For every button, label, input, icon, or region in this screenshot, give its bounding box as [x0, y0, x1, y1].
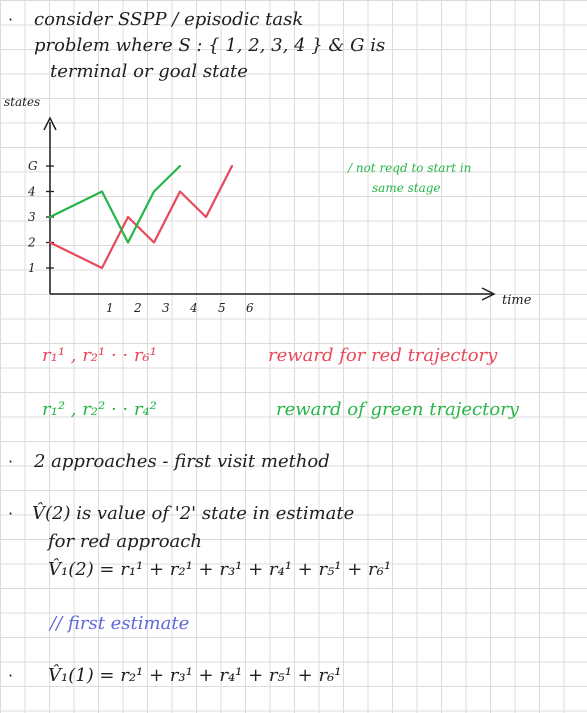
bullet: ·	[8, 452, 14, 471]
first-estimate-note: // first estimate	[50, 613, 190, 634]
x-tick-label: 3	[162, 301, 170, 315]
green-reward-symbols: r₁² , r₂² · · r₄²	[42, 399, 157, 420]
y-tick-label: 2	[27, 236, 36, 250]
y-axis-label: states	[4, 95, 40, 109]
intro-line-3: terminal or goal state	[50, 61, 248, 82]
bullet: ·	[8, 10, 14, 29]
y-tick-label: G	[28, 159, 38, 173]
green-trajectory-line	[48, 164, 182, 244]
approaches-line: 2 approaches - first visit method	[34, 451, 330, 472]
x-tick-label: 6	[246, 301, 254, 315]
x-tick-label: 5	[218, 301, 226, 315]
x-axis-arrow	[481, 287, 496, 301]
x-tick-label: 2	[133, 301, 142, 315]
x-axis-label: time	[502, 293, 532, 308]
y-tick-label: 4	[27, 185, 36, 199]
red-trajectory-line	[48, 164, 234, 270]
annotation-line-1: / not reqd to start in	[347, 161, 471, 175]
intro-line-2: problem where S : { 1, 2, 3, 4 } & G is	[34, 35, 386, 56]
annotation-line-2: same stage	[372, 181, 441, 195]
y-axis-arrow	[43, 116, 57, 131]
y-tick-label: 3	[28, 210, 36, 224]
green-reward-label: reward of green trajectory	[276, 399, 519, 420]
value-line-2: for red approach	[48, 531, 202, 552]
value-line-3: V̂₁(2) = r₁¹ + r₂¹ + r₃¹ + r₄¹ + r₅¹ + r…	[48, 559, 392, 580]
red-reward-symbols: r₁¹ , r₂¹ · · r₆¹	[42, 345, 157, 366]
estimate-line: V̂₁(1) = r₂¹ + r₃¹ + r₄¹ + r₅¹ + r₆¹	[48, 665, 342, 686]
value-line-1: V̂(2) is value of '2' state in estimate	[32, 503, 355, 524]
state-time-chart: states time 1 2 3 4 G 1 2 3 4 5 6 / not reqd to s…	[4, 95, 532, 315]
bullet: ·	[8, 666, 14, 685]
y-tick-label: 1	[28, 261, 36, 275]
bullet: ·	[8, 504, 14, 523]
x-tick-label: 1	[106, 301, 114, 315]
red-reward-label: reward for red trajectory	[268, 345, 498, 366]
intro-line-1: consider SSPP / episodic task	[34, 9, 304, 30]
x-tick-label: 4	[189, 301, 198, 315]
